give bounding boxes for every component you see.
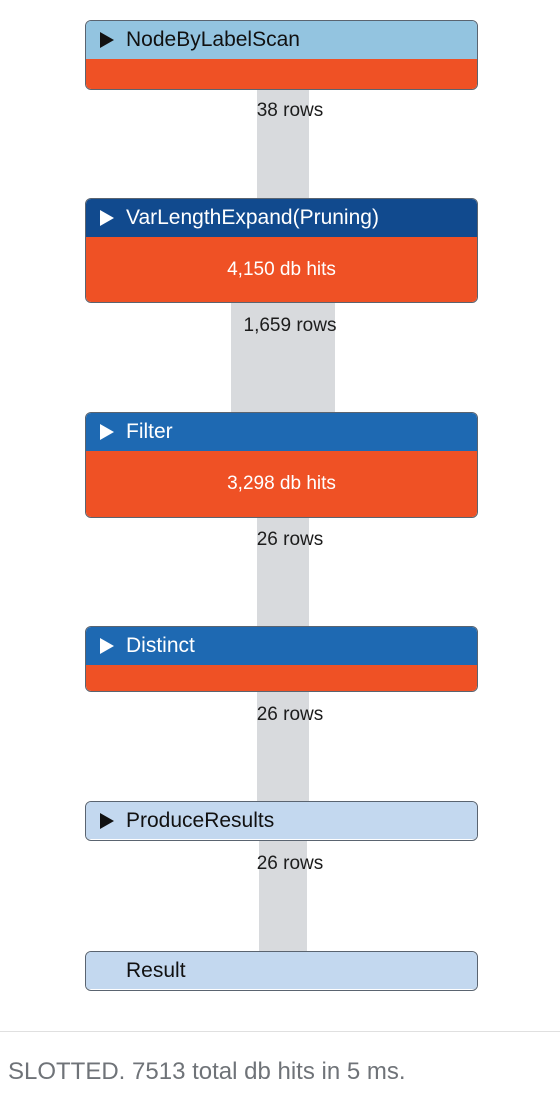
row-count: 26 rows <box>256 529 324 550</box>
operator-distinct[interactable]: Distinct <box>85 626 478 692</box>
expand-triangle-icon[interactable] <box>100 424 114 440</box>
plan-summary: SLOTTED. 7513 total db hits in 5 ms. <box>8 1058 406 1085</box>
operator-header[interactable]: Result <box>86 952 477 989</box>
row-count: 38 rows <box>256 100 324 121</box>
row-count: 26 rows <box>256 853 324 874</box>
operator-var-length-expand[interactable]: VarLengthExpand(Pruning) 4,150 db hits <box>85 198 478 303</box>
connector-4 <box>257 690 309 803</box>
operator-name: Distinct <box>126 634 195 657</box>
operator-name: VarLengthExpand(Pruning) <box>126 206 379 229</box>
operator-result[interactable]: Result <box>85 951 478 991</box>
operator-name: Result <box>126 958 186 982</box>
db-hits-bar <box>86 665 477 691</box>
connector-3 <box>257 516 309 629</box>
operator-produce-results[interactable]: ProduceResults <box>85 801 478 841</box>
expand-triangle-icon[interactable] <box>100 638 114 654</box>
operator-node-by-label-scan[interactable]: NodeByLabelScan <box>85 20 478 90</box>
query-plan: NodeByLabelScan 38 rows VarLengthExpand(… <box>85 20 478 991</box>
connector-2 <box>231 301 335 415</box>
db-hits-bar: 3,298 db hits <box>86 451 477 517</box>
db-hits-label: 3,298 db hits <box>227 473 336 494</box>
row-count: 1,659 rows <box>243 315 337 336</box>
operator-name: ProduceResults <box>126 808 275 832</box>
expand-triangle-icon[interactable] <box>100 812 114 829</box>
operator-header[interactable]: ProduceResults <box>86 802 477 839</box>
expand-triangle-icon[interactable] <box>100 32 114 48</box>
operator-name: Filter <box>126 420 173 443</box>
operator-header[interactable]: Distinct <box>86 627 477 665</box>
connector-1 <box>257 88 309 200</box>
operator-header[interactable]: VarLengthExpand(Pruning) <box>86 199 477 237</box>
connector-5 <box>259 840 307 953</box>
operator-header[interactable]: Filter <box>86 413 477 451</box>
operator-header[interactable]: NodeByLabelScan <box>86 21 477 59</box>
row-count: 26 rows <box>256 704 324 725</box>
db-hits-label: 4,150 db hits <box>227 258 336 280</box>
operator-filter[interactable]: Filter 3,298 db hits <box>85 412 478 518</box>
operator-name: NodeByLabelScan <box>126 28 300 51</box>
db-hits-bar: 4,150 db hits <box>86 237 477 302</box>
footer-divider <box>0 1031 560 1032</box>
expand-triangle-icon[interactable] <box>100 210 114 226</box>
db-hits-bar <box>86 59 477 89</box>
